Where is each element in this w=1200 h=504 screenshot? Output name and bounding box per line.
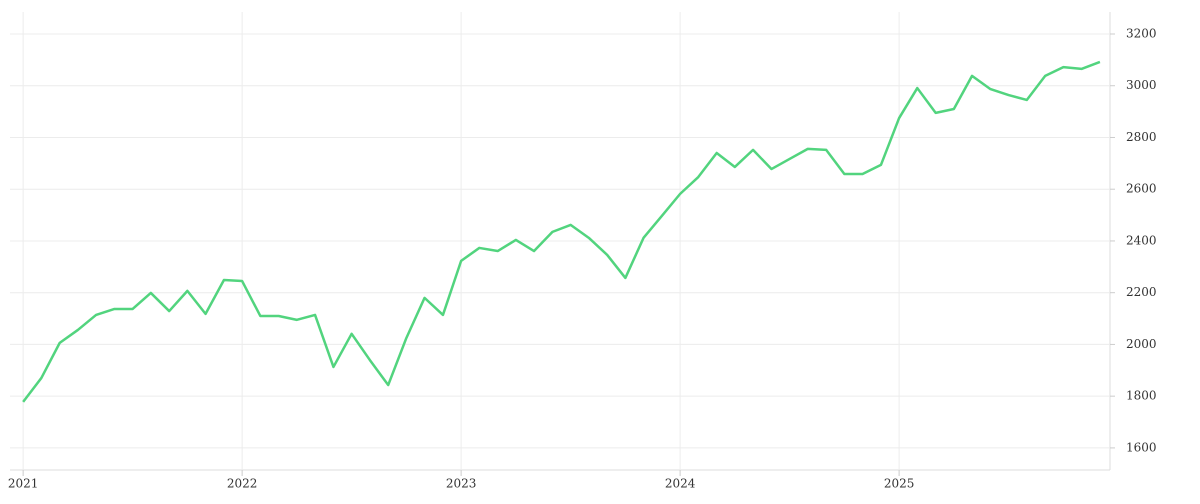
x-tick-label: 2022	[227, 477, 258, 491]
y-tick-label: 1800	[1126, 389, 1157, 403]
y-tick-label: 2600	[1126, 182, 1157, 196]
x-tick-label: 2025	[884, 477, 915, 491]
x-tick-label: 2021	[8, 477, 39, 491]
x-tick-label: 2023	[446, 477, 477, 491]
y-tick-label: 2000	[1126, 337, 1157, 351]
y-tick-label: 2200	[1126, 285, 1157, 299]
y-tick-label: 2400	[1126, 233, 1157, 247]
y-tick-label: 1600	[1126, 440, 1157, 454]
y-tick-label: 3000	[1126, 78, 1157, 92]
line	[22, 60, 1101, 403]
x-tick-label: 2024	[665, 477, 696, 491]
y-tick-label: 2800	[1126, 130, 1157, 144]
y-tick-label: 3200	[1126, 26, 1157, 40]
